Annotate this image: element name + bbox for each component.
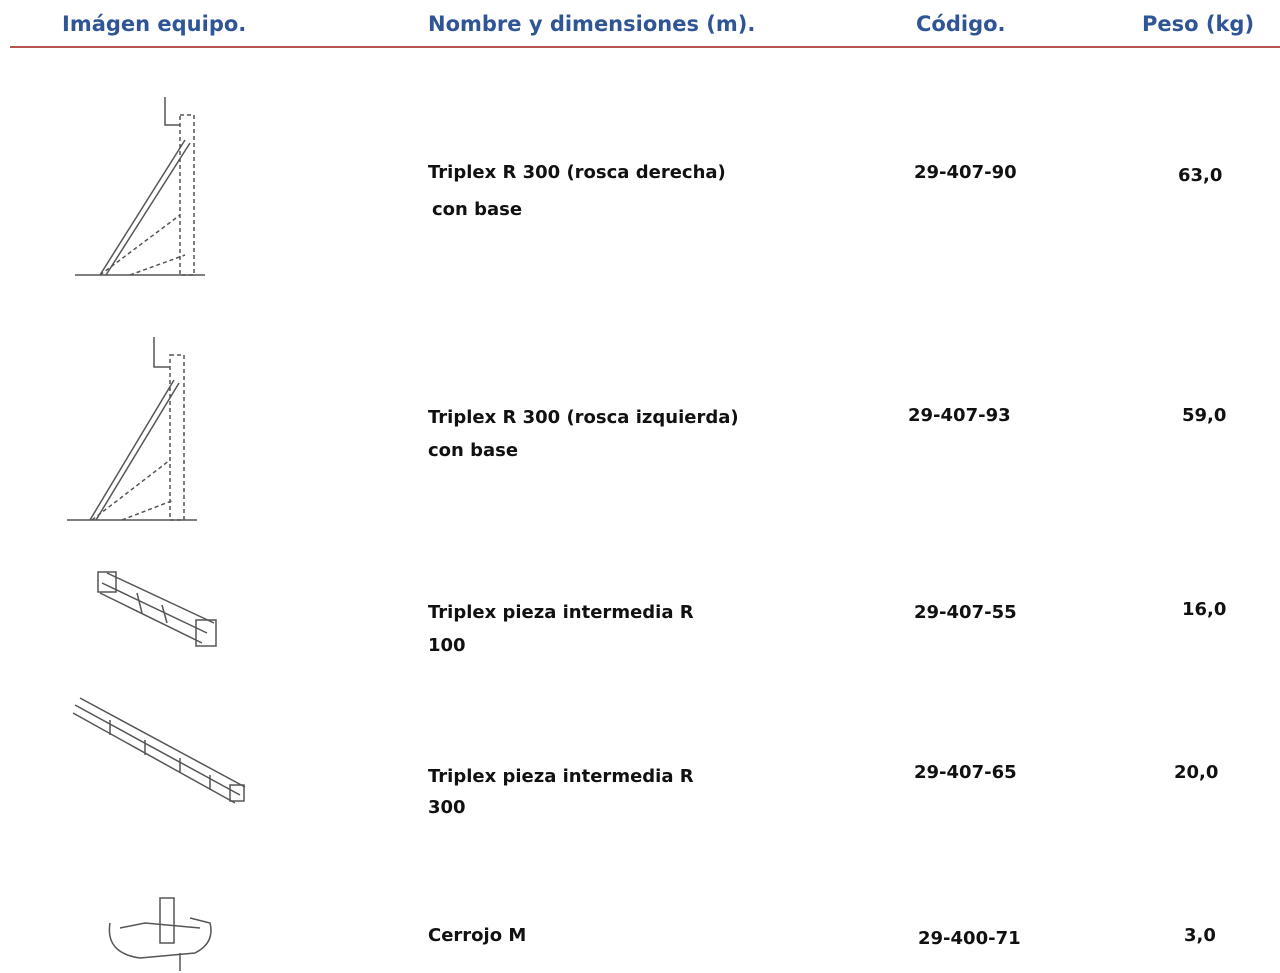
item-code: 29-400-71 [918, 928, 1021, 949]
item-code: 29-407-93 [908, 405, 1011, 426]
item-weight: 20,0 [1174, 762, 1219, 783]
item-name: Triplex R 300 (rosca derecha) [428, 162, 726, 183]
image-triplex-right [75, 97, 205, 276]
header-image: Imágen equipo. [62, 12, 247, 36]
item-name: con base [432, 199, 523, 220]
item-name: Cerrojo M [428, 925, 527, 946]
item-code: 29-407-65 [914, 762, 1017, 783]
header-code: Código. [916, 12, 1006, 36]
item-name: 100 [428, 635, 466, 656]
image-cerrojo [108, 897, 212, 971]
item-name: con base [428, 440, 519, 461]
item-weight: 16,0 [1182, 599, 1227, 620]
item-weight: 63,0 [1178, 165, 1223, 186]
item-weight: 59,0 [1182, 405, 1227, 426]
image-intermediate-300 [72, 697, 246, 804]
item-name: Triplex R 300 (rosca izquierda) [428, 407, 739, 428]
item-code: 29-407-55 [914, 602, 1017, 623]
item-name: Triplex pieza intermedia R [428, 602, 694, 623]
item-weight: 3,0 [1184, 925, 1216, 946]
item-code: 29-407-90 [914, 162, 1017, 183]
header-name: Nombre y dimensiones (m). [428, 12, 756, 36]
item-name: Triplex pieza intermedia R [428, 766, 694, 787]
item-name: 300 [428, 797, 466, 818]
header-weight: Peso (kg) [1142, 12, 1255, 36]
image-triplex-left [67, 337, 197, 521]
header-rule [10, 46, 1280, 48]
image-intermediate-100 [97, 571, 217, 647]
